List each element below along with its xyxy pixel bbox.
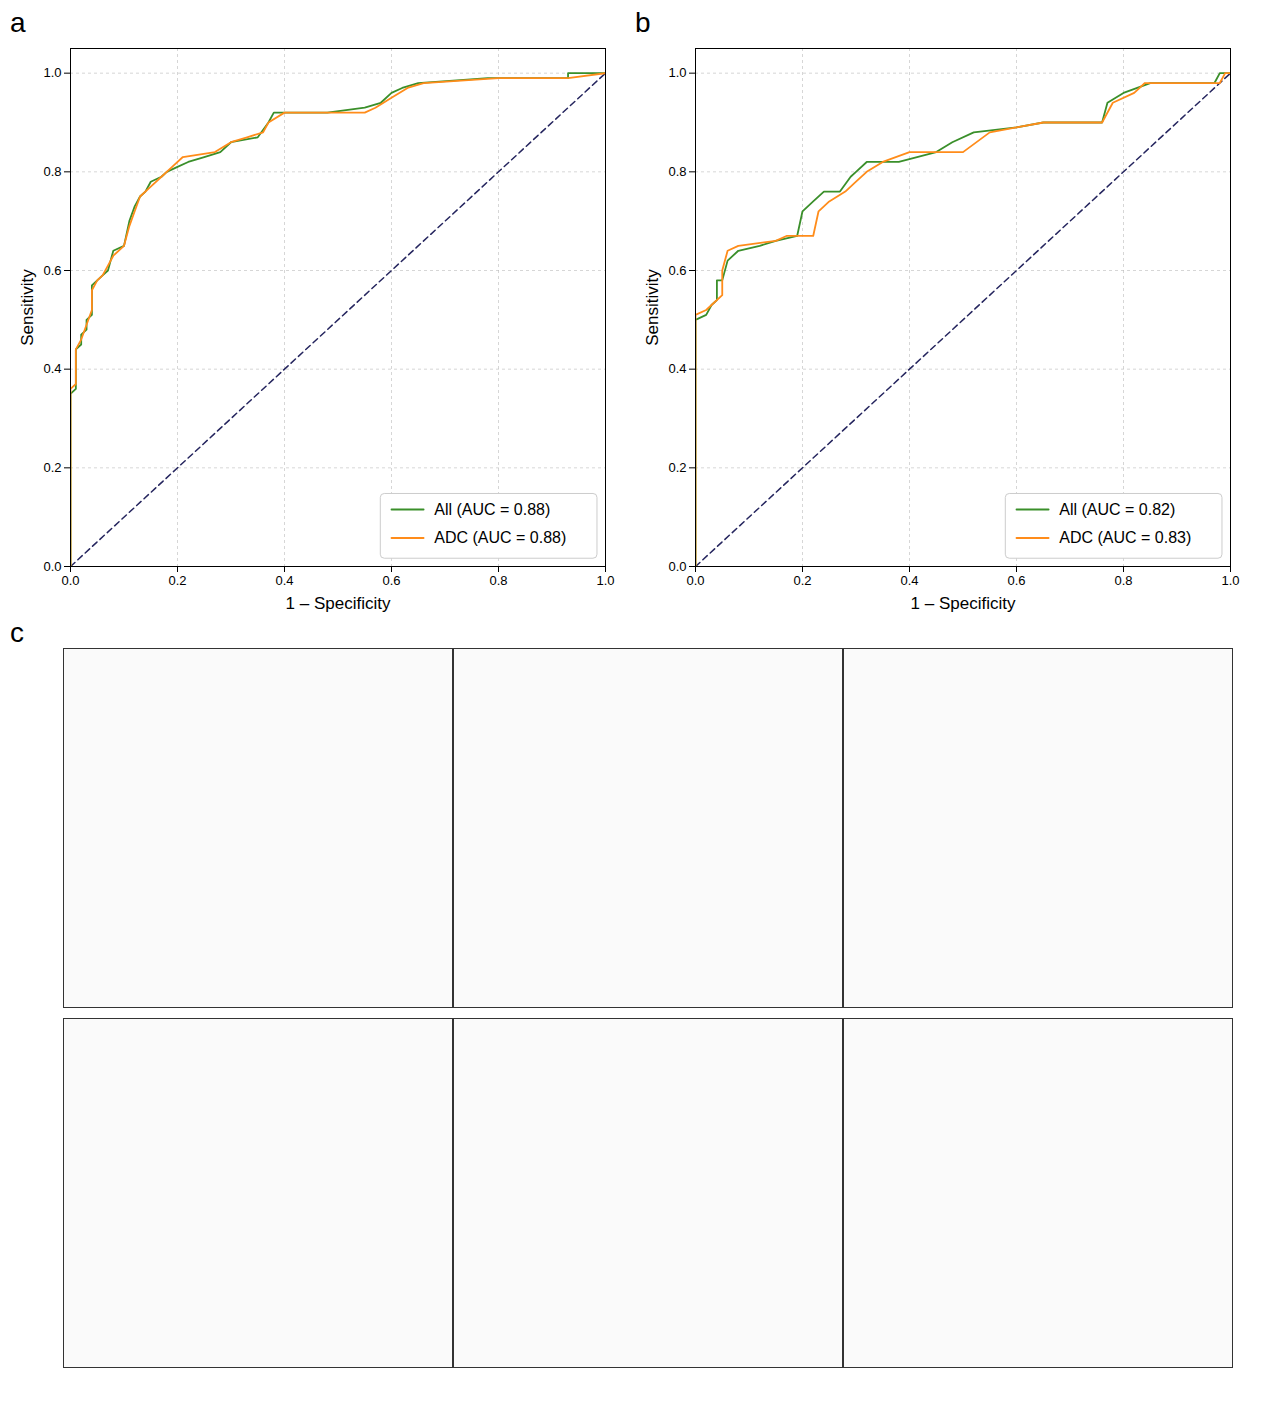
svg-text:1 – Specificity: 1 – Specificity <box>286 594 391 613</box>
svg-text:0.8: 0.8 <box>489 573 507 588</box>
svg-text:0.2: 0.2 <box>168 573 186 588</box>
svg-text:0.0: 0.0 <box>61 573 79 588</box>
svg-text:Sensitivity: Sensitivity <box>643 269 662 346</box>
svg-text:0.4: 0.4 <box>668 361 686 376</box>
svg-text:0.4: 0.4 <box>275 573 293 588</box>
html-text:c: c <box>10 617 24 648</box>
svg-text:1.0: 1.0 <box>43 65 61 80</box>
svg-text:0.2: 0.2 <box>43 460 61 475</box>
svg-text:0.0: 0.0 <box>686 573 704 588</box>
svg-text:0.2: 0.2 <box>668 460 686 475</box>
svg-text:0.8: 0.8 <box>668 164 686 179</box>
svg-text:Sensitivity: Sensitivity <box>18 269 37 346</box>
svg-text:1.0: 1.0 <box>668 65 686 80</box>
svg-text:0.6: 0.6 <box>1007 573 1025 588</box>
svg-text:0.8: 0.8 <box>1114 573 1132 588</box>
html-text:b: b <box>635 7 651 38</box>
svg-text:0.6: 0.6 <box>43 263 61 278</box>
html-text:a: a <box>10 7 26 38</box>
svg-text:0.4: 0.4 <box>43 361 61 376</box>
svg-text:0.0: 0.0 <box>668 559 686 574</box>
svg-text:0.2: 0.2 <box>793 573 811 588</box>
svg-text:All (AUC = 0.88): All (AUC = 0.88) <box>434 501 550 518</box>
svg-text:1.0: 1.0 <box>1221 573 1239 588</box>
svg-text:1.0: 1.0 <box>596 573 614 588</box>
svg-text:0.0: 0.0 <box>43 559 61 574</box>
svg-text:0.4: 0.4 <box>900 573 918 588</box>
svg-text:ADC (AUC = 0.88): ADC (AUC = 0.88) <box>434 529 566 546</box>
svg-text:0.6: 0.6 <box>668 263 686 278</box>
svg-text:0.8: 0.8 <box>43 164 61 179</box>
svg-text:ADC (AUC = 0.83): ADC (AUC = 0.83) <box>1059 529 1191 546</box>
svg-text:1 – Specificity: 1 – Specificity <box>911 594 1016 613</box>
svg-text:0.6: 0.6 <box>382 573 400 588</box>
svg-text:All (AUC = 0.82): All (AUC = 0.82) <box>1059 501 1175 518</box>
